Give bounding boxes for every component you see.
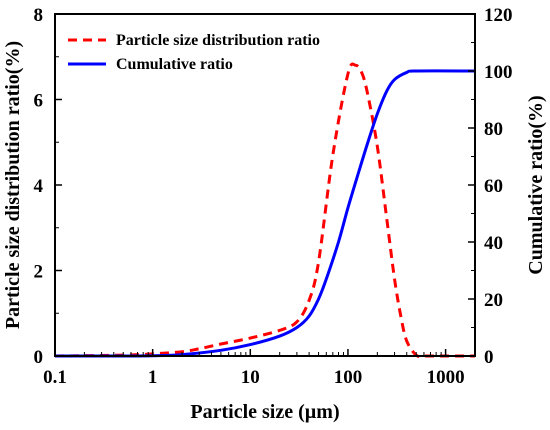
y-left-tick-label: 2 <box>34 262 44 283</box>
legend-label-cumulative: Cumulative ratio <box>116 56 233 73</box>
y-right-tick-label: 0 <box>484 347 494 368</box>
y-right-tick-label: 40 <box>484 233 503 254</box>
y-axis-right-title: Cumulative ratio(%) <box>525 95 547 274</box>
legend-label-distribution: Particle size distribution ratio <box>116 32 320 49</box>
y-right-tick-label: 100 <box>484 62 513 83</box>
y-left-tick-label: 6 <box>34 91 44 112</box>
x-axis-title: Particle size (µm) <box>190 401 339 423</box>
legend: Particle size distribution ratio Cumulat… <box>68 32 320 73</box>
x-tick-label: 10 <box>241 367 260 388</box>
y-axis-left-title: Particle size distribution ratio(%) <box>2 41 24 329</box>
x-tick-label: 1 <box>148 367 158 388</box>
y-left-tick-label: 4 <box>34 176 44 197</box>
x-tick-label: 0.1 <box>43 367 67 388</box>
y-right-tick-label: 20 <box>484 290 503 311</box>
y-left-tick-label: 0 <box>34 347 44 368</box>
y-right-tick-label: 60 <box>484 176 503 197</box>
series-line-cumulative <box>54 69 476 358</box>
y-right-tick-label: 80 <box>484 119 503 140</box>
series-layer <box>54 62 476 358</box>
x-tick-label: 1000 <box>427 367 465 388</box>
y-right-tick-label: 120 <box>484 5 513 26</box>
series-line-distribution <box>54 62 475 358</box>
y-left-tick-label: 8 <box>34 5 44 26</box>
x-tick-label: 100 <box>334 367 363 388</box>
